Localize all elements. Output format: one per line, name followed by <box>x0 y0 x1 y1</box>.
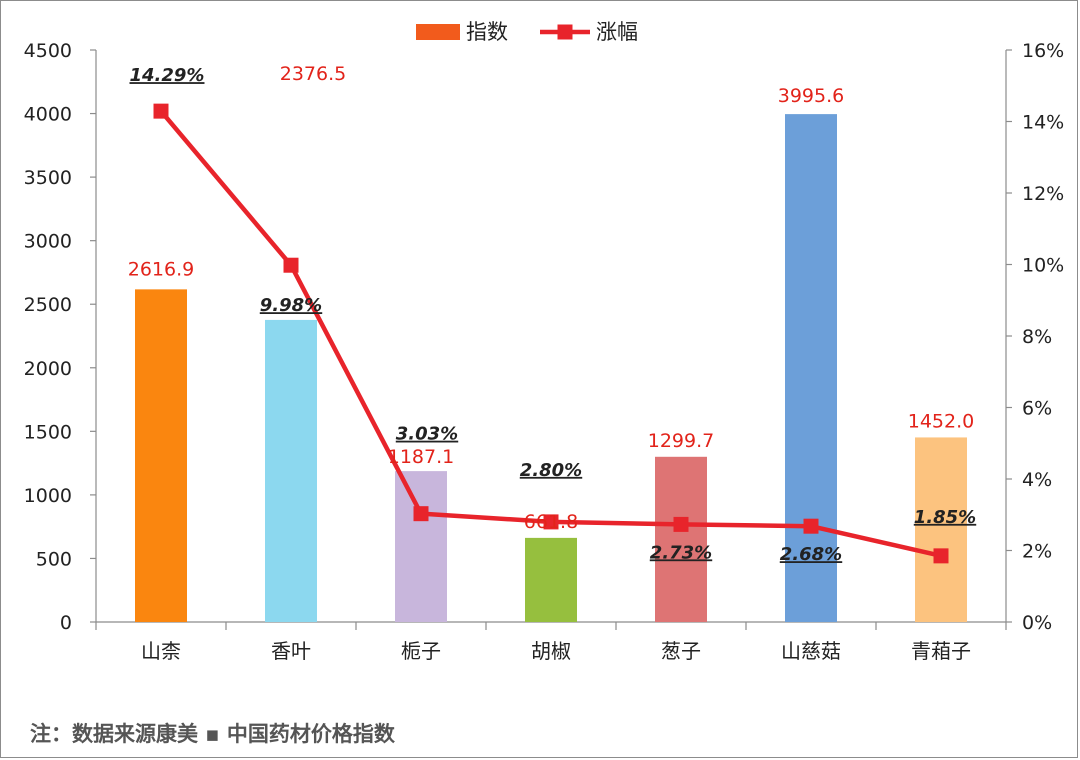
line-marker <box>413 506 429 522</box>
legend-swatch-marker <box>557 24 573 40</box>
bar-value-label: 2616.9 <box>128 258 194 280</box>
right-tick-label: 10% <box>1022 255 1064 277</box>
line-percent-label: 2.73% <box>650 542 712 563</box>
legend-label-line: 涨幅 <box>596 20 638 44</box>
bar-value-label: 1187.1 <box>388 446 454 468</box>
left-tick-label: 1500 <box>24 421 72 443</box>
left-tick-label: 0 <box>60 612 72 634</box>
bar <box>655 456 707 622</box>
left-tick-label: 2000 <box>24 358 72 380</box>
left-tick-label: 500 <box>36 548 72 570</box>
line-marker <box>543 514 559 530</box>
right-tick-label: 16% <box>1022 40 1064 62</box>
category-label: 山柰 <box>141 639 181 663</box>
bar-value-label: 3995.6 <box>778 85 844 107</box>
line-marker <box>153 103 169 119</box>
legend-swatch-bar <box>416 24 460 40</box>
line-percent-label: 14.29% <box>130 65 205 86</box>
right-tick-label: 4% <box>1022 469 1052 491</box>
category-label: 葱子 <box>661 639 701 663</box>
line-percent-label: 9.98% <box>260 295 322 316</box>
line-marker <box>803 518 819 534</box>
line-percent-label: 1.85% <box>914 507 976 528</box>
left-tick-label: 3000 <box>24 231 72 253</box>
left-tick-label: 3500 <box>24 167 72 189</box>
combo-chart: 0 500 1000 1500 2000 2500 3000 3500 4000 4500 0% 2%… <box>24 20 1065 663</box>
bar-value-label: 2376.5 <box>280 63 346 85</box>
legend-label-bar: 指数 <box>466 20 508 44</box>
right-tick-label: 6% <box>1022 398 1052 420</box>
bar <box>395 471 447 622</box>
bar <box>915 437 967 622</box>
line-percent-label: 2.68% <box>780 544 842 565</box>
right-tick-label: 2% <box>1022 541 1052 563</box>
left-tick-label: 4000 <box>24 104 72 126</box>
line-marker <box>933 548 949 564</box>
bar-value-label: 1299.7 <box>648 430 714 452</box>
category-label: 山慈菇 <box>781 639 841 663</box>
right-tick-label: 12% <box>1022 183 1064 205</box>
line-marker <box>283 257 299 273</box>
line-percent-label: 3.03% <box>396 424 458 445</box>
category-label: 栀子 <box>401 639 441 663</box>
line-percent-label: 2.80% <box>520 460 582 481</box>
line-marker <box>673 516 689 532</box>
right-tick-label: 0% <box>1022 612 1052 634</box>
left-tick-label: 2500 <box>24 294 72 316</box>
left-tick-label: 1000 <box>24 485 72 507</box>
left-tick-label: 4500 <box>24 40 72 62</box>
category-label: 香叶 <box>271 639 311 663</box>
category-label: 胡椒 <box>531 639 571 663</box>
bar <box>265 319 317 622</box>
right-tick-label: 8% <box>1022 326 1052 348</box>
right-tick-label: 14% <box>1022 112 1064 134</box>
category-label: 青葙子 <box>911 639 971 663</box>
bar <box>135 289 187 622</box>
bar <box>525 537 577 622</box>
bar <box>785 114 837 623</box>
bar-value-label: 1452.0 <box>908 410 974 432</box>
footnote: 注：数据来源康美 ▪ 中国药材价格指数 <box>30 721 395 746</box>
bar-value-label: 661.8 <box>524 511 578 533</box>
